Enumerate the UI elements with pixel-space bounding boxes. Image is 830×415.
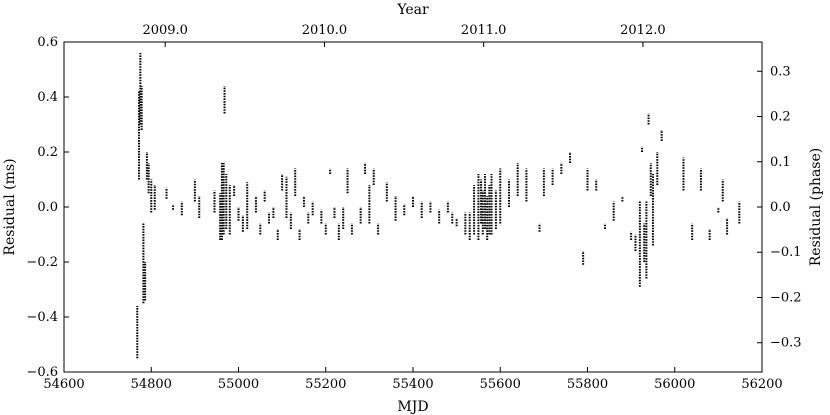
x-tick-label: 55000 [218, 377, 259, 392]
x-tick-label: 55200 [305, 377, 346, 392]
x-tick-label: 54800 [131, 377, 172, 392]
data-points [136, 53, 741, 359]
y-tick-label: −0.4 [26, 310, 58, 325]
x-tick-label: 56200 [741, 377, 782, 392]
right-axis-title: Residual (phase) [808, 148, 824, 266]
y-tick-label: 0.2 [37, 145, 58, 160]
x-tick-label: 55400 [392, 377, 433, 392]
y-tick-label: 0.6 [37, 35, 58, 50]
y-tick-label: −0.6 [26, 365, 58, 380]
x-tick-label: 55800 [567, 377, 608, 392]
y-tick-label: 0.0 [37, 200, 58, 215]
y-tick-label: −0.2 [26, 255, 58, 270]
x-tick-label: 54600 [43, 377, 84, 392]
y2-tick-label: 0.3 [770, 64, 791, 79]
y2-tick-label: −0.2 [770, 290, 802, 305]
y-axis-title: Residual (ms) [2, 158, 18, 255]
y-tick-label: 0.4 [37, 90, 58, 105]
x-tick-label: 55600 [480, 377, 521, 392]
top-axis-title: Year [396, 2, 429, 18]
x2-tick-label: 2010.0 [302, 23, 348, 38]
x-tick-label: 56000 [654, 377, 695, 392]
x2-tick-label: 2011.0 [461, 23, 507, 38]
x2-tick-label: 2009.0 [142, 23, 188, 38]
y2-tick-label: 0.1 [770, 155, 791, 170]
y2-tick-label: −0.1 [770, 245, 802, 260]
y2-tick-label: 0.0 [770, 200, 791, 215]
axes: 54600 54800 55000 55200 55400 55600 55800 56000… [26, 23, 801, 392]
x-axis-title: MJD [397, 399, 428, 415]
x2-tick-label: 2012.0 [620, 23, 666, 38]
y2-tick-label: −0.3 [770, 336, 802, 351]
y2-tick-label: 0.2 [770, 110, 791, 125]
